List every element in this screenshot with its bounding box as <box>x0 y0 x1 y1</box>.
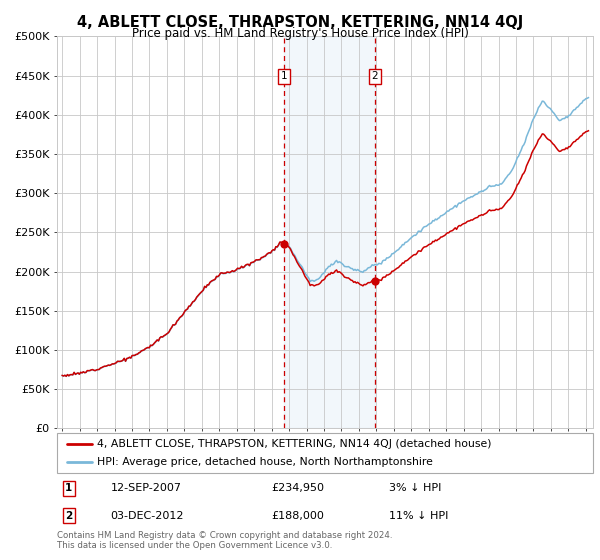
Text: £188,000: £188,000 <box>271 511 324 521</box>
Text: £234,950: £234,950 <box>271 483 325 493</box>
Text: HPI: Average price, detached house, North Northamptonshire: HPI: Average price, detached house, Nort… <box>97 458 433 467</box>
Text: Price paid vs. HM Land Registry's House Price Index (HPI): Price paid vs. HM Land Registry's House … <box>131 27 469 40</box>
Text: 2: 2 <box>371 71 379 81</box>
Text: 1: 1 <box>281 71 287 81</box>
Text: Contains HM Land Registry data © Crown copyright and database right 2024.
This d: Contains HM Land Registry data © Crown c… <box>57 531 392 550</box>
Text: 4, ABLETT CLOSE, THRAPSTON, KETTERING, NN14 4QJ: 4, ABLETT CLOSE, THRAPSTON, KETTERING, N… <box>77 15 523 30</box>
Text: 12-SEP-2007: 12-SEP-2007 <box>110 483 182 493</box>
Text: 2: 2 <box>65 511 73 521</box>
Text: 1: 1 <box>65 483 73 493</box>
Text: 4, ABLETT CLOSE, THRAPSTON, KETTERING, NN14 4QJ (detached house): 4, ABLETT CLOSE, THRAPSTON, KETTERING, N… <box>97 439 491 449</box>
FancyBboxPatch shape <box>57 433 593 473</box>
Text: 3% ↓ HPI: 3% ↓ HPI <box>389 483 442 493</box>
Text: 03-DEC-2012: 03-DEC-2012 <box>110 511 184 521</box>
Text: 11% ↓ HPI: 11% ↓ HPI <box>389 511 449 521</box>
Bar <box>284 36 375 428</box>
